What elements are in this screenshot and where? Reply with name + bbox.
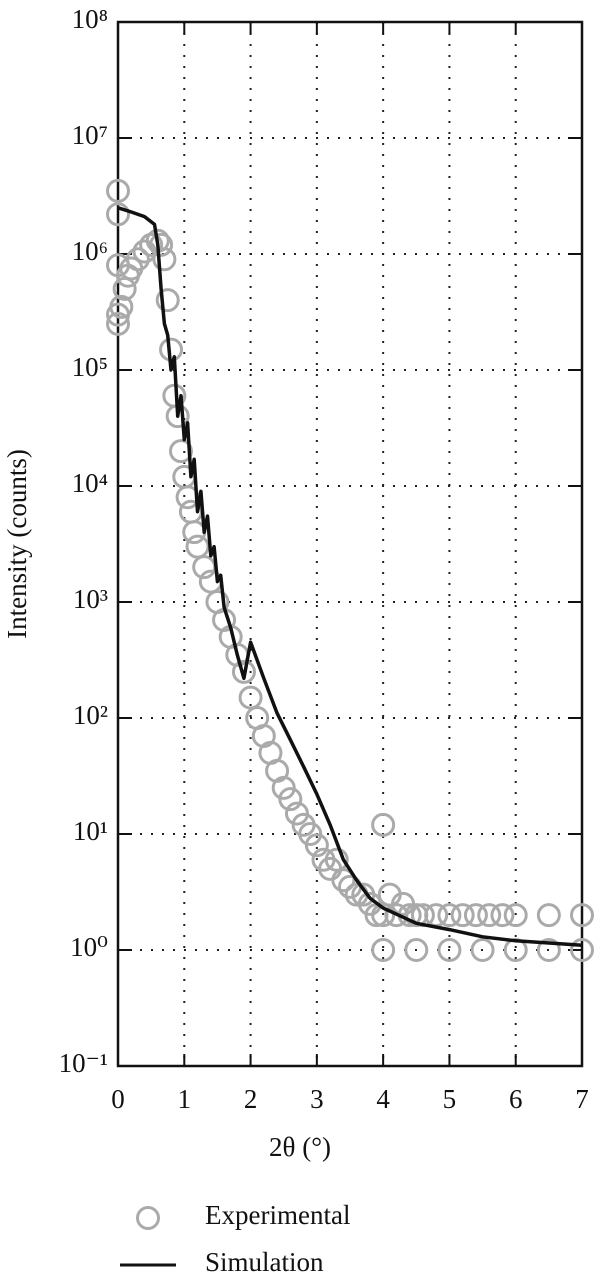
data-point [437,903,462,928]
x-tick-label: 3 [310,1084,324,1114]
data-point [477,903,502,928]
data-point [185,534,210,559]
data-point [331,868,356,893]
data-point [437,938,462,962]
legend-label: Simulation [205,1247,324,1277]
data-point [278,787,303,812]
data-point [152,247,177,272]
x-tick-label: 0 [111,1084,125,1114]
y-tick-label: 10⁻¹ [59,1048,108,1078]
data-point [106,178,130,203]
data-point [470,938,495,962]
y-tick-label: 10³ [73,584,108,614]
x-axis-label: 2θ (°) [269,1132,331,1162]
data-point [109,294,134,319]
y-axis-label: Intensity (counts) [2,449,32,639]
data-point [463,903,488,928]
x-tick-label: 5 [443,1084,457,1114]
data-point [155,288,180,313]
data-point [450,903,475,928]
data-point [536,938,561,962]
y-tick-label: 10⁸ [72,4,108,34]
x-tick-label: 4 [376,1084,390,1114]
y-tick-label: 10² [73,700,108,730]
data-point [570,938,594,962]
data-point [404,938,429,962]
plot-frame [116,20,584,1068]
y-tick-label: 10⁴ [72,468,108,498]
data-point [182,520,207,545]
y-tick-label: 10⁶ [72,236,108,266]
data-point [149,232,174,257]
data-point [490,903,515,928]
data-point [371,812,396,837]
data-point [304,833,329,858]
data-point [125,247,150,272]
data-point [231,659,256,684]
x-tick-label: 7 [575,1084,589,1114]
x-tick-label: 1 [178,1084,192,1114]
y-tick-label: 10⁵ [72,352,108,382]
data-point [168,439,193,464]
data-point [570,903,594,928]
data-point [106,311,130,336]
y-tick-label: 10¹ [73,816,108,846]
data-line [117,206,583,947]
x-tick-label: 6 [509,1084,523,1114]
y-tick-label: 10⁷ [72,120,108,150]
data-point [536,903,561,928]
x-tick-label: 2 [244,1084,258,1114]
data-point [503,903,528,928]
y-tick-label: 10⁰ [70,932,108,962]
data-point [371,938,396,962]
legend-marker [136,1206,160,1230]
legend-label: Experimental [205,1200,350,1230]
data-point [106,202,130,227]
